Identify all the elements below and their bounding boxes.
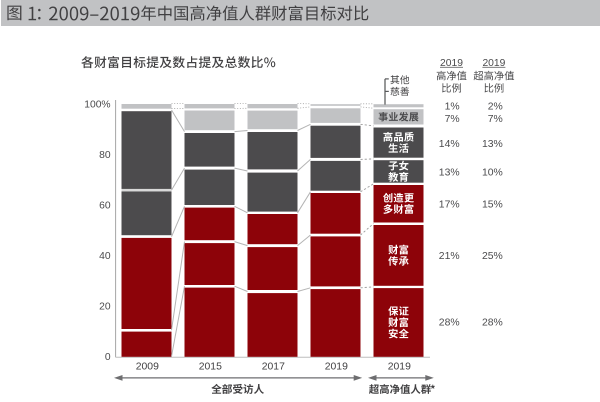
- svg-text:13%: 13%: [482, 139, 503, 150]
- svg-text:7%: 7%: [488, 114, 503, 125]
- svg-text:2019: 2019: [482, 58, 505, 69]
- svg-text:1%: 1%: [445, 102, 460, 113]
- svg-text:2017: 2017: [262, 362, 285, 373]
- svg-text:2015: 2015: [199, 362, 222, 373]
- svg-text:25%: 25%: [482, 251, 503, 262]
- svg-text:20: 20: [99, 302, 111, 313]
- svg-text:60: 60: [99, 201, 111, 212]
- svg-text:2%: 2%: [488, 102, 503, 113]
- svg-text:2019: 2019: [388, 362, 411, 373]
- svg-text:15%: 15%: [482, 200, 503, 211]
- svg-text:2019: 2019: [325, 362, 348, 373]
- svg-text:14%: 14%: [439, 139, 460, 150]
- svg-text:80: 80: [99, 150, 111, 161]
- svg-text:7%: 7%: [445, 114, 460, 125]
- svg-text:28%: 28%: [482, 318, 503, 329]
- svg-text:28%: 28%: [439, 318, 460, 329]
- svg-text:13%: 13%: [439, 168, 460, 179]
- svg-text:17%: 17%: [439, 200, 460, 211]
- svg-text:2019: 2019: [440, 58, 463, 69]
- svg-text:2009: 2009: [136, 362, 159, 373]
- svg-text:21%: 21%: [439, 251, 460, 262]
- svg-text:100%: 100%: [84, 100, 110, 111]
- svg-text:0: 0: [105, 352, 111, 363]
- svg-text:40: 40: [99, 251, 111, 262]
- svg-text:10%: 10%: [482, 168, 503, 179]
